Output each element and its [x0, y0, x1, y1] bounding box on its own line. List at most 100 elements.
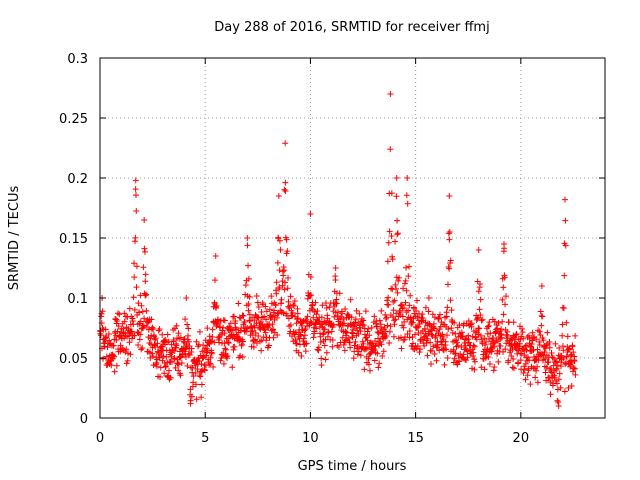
data-point [315, 344, 322, 351]
data-point [431, 351, 438, 358]
data-point [177, 372, 184, 379]
data-point [447, 257, 454, 264]
data-point [331, 303, 338, 310]
data-point [114, 318, 121, 324]
data-point [482, 342, 489, 349]
data-point [321, 326, 328, 333]
data-point [460, 351, 467, 358]
data-point [145, 326, 152, 333]
data-point [547, 391, 554, 398]
data-point [132, 234, 139, 241]
data-point [547, 379, 554, 386]
data-point [378, 307, 385, 314]
data-point [486, 336, 493, 343]
data-point [131, 306, 138, 313]
data-point [533, 336, 540, 343]
data-point [366, 332, 373, 339]
data-point [148, 316, 155, 323]
data-point [552, 340, 559, 347]
data-point [539, 313, 546, 320]
data-point [450, 346, 457, 353]
data-point [167, 374, 174, 381]
data-point [478, 317, 485, 324]
data-point [335, 343, 342, 350]
data-point [114, 328, 121, 335]
data-point [284, 248, 291, 255]
data-point [499, 318, 506, 325]
data-point [350, 330, 357, 337]
data-point [126, 305, 133, 312]
data-point [367, 367, 374, 374]
data-point [340, 341, 347, 348]
data-point [253, 339, 260, 346]
data-point [533, 367, 540, 374]
data-point [189, 364, 196, 371]
data-point [346, 339, 353, 346]
data-point [192, 370, 199, 377]
data-point [463, 357, 470, 364]
data-point [143, 291, 150, 298]
data-point [287, 293, 294, 300]
data-point [361, 331, 368, 338]
data-point [262, 316, 269, 323]
data-point [449, 329, 456, 336]
data-point [554, 380, 561, 387]
data-point [386, 328, 393, 335]
data-point [554, 397, 561, 404]
data-point [509, 364, 516, 371]
data-point [131, 260, 138, 267]
data-point [303, 340, 310, 347]
data-point [470, 349, 477, 356]
data-point [481, 335, 488, 342]
data-point [406, 334, 413, 341]
data-point [483, 338, 490, 345]
data-point [121, 318, 128, 325]
data-point [113, 316, 120, 323]
data-point [534, 346, 541, 353]
data-point [527, 381, 534, 388]
data-point [538, 283, 545, 289]
data-point [555, 403, 562, 409]
data-point [307, 274, 314, 281]
data-point [178, 359, 185, 366]
data-point [230, 346, 237, 353]
data-point [543, 342, 550, 349]
data-point [498, 326, 505, 333]
y-tick-label: 0.05 [59, 352, 88, 367]
data-point [536, 338, 543, 345]
data-point [521, 366, 528, 373]
data-point [332, 265, 339, 271]
data-point [360, 340, 367, 347]
data-point [184, 363, 191, 370]
data-point [503, 293, 509, 300]
data-point [562, 196, 569, 203]
data-point [371, 346, 378, 353]
data-point [166, 367, 172, 374]
data-point [401, 318, 408, 325]
data-point [230, 331, 237, 338]
y-tick-label: 0.25 [59, 112, 88, 127]
data-point [159, 331, 166, 338]
data-point [211, 277, 218, 284]
data-point [379, 329, 386, 336]
data-point [474, 315, 481, 322]
data-point [146, 340, 153, 347]
data-point [387, 323, 394, 330]
data-point [269, 313, 276, 320]
data-point [393, 175, 400, 181]
data-point [528, 340, 535, 347]
data-point [453, 339, 460, 346]
data-point [402, 264, 409, 271]
data-point [558, 359, 565, 366]
data-point [406, 302, 413, 309]
data-point [289, 309, 296, 316]
data-point [193, 338, 200, 345]
y-tick-label: 0.3 [67, 52, 88, 67]
data-point [518, 350, 525, 357]
data-point [488, 348, 495, 355]
data-point [470, 342, 477, 349]
data-point [279, 282, 286, 289]
data-point [222, 345, 229, 352]
data-point [356, 310, 363, 317]
data-point [526, 357, 533, 364]
